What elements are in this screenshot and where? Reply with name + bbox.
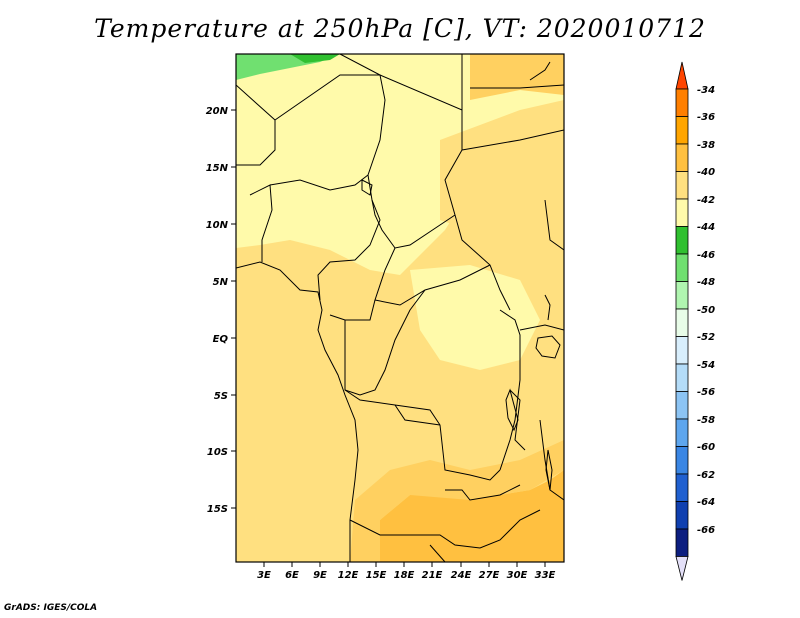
colorbar-label: -50: [697, 305, 715, 316]
lake-turkana: [544, 294, 551, 321]
lat-label: 15N: [206, 163, 229, 174]
lon-label: 27E: [479, 570, 500, 581]
colorbar-label: -54: [697, 360, 715, 371]
colorbar-swatch: [675, 116, 689, 145]
lon-label: 21E: [422, 570, 443, 581]
colorbar-swatch: [675, 391, 689, 420]
colorbar-swatch: [675, 308, 689, 337]
colorbar-swatch: [675, 143, 689, 172]
temperature-field: [236, 54, 564, 562]
border-line: [274, 74, 380, 121]
lon-label: 33E: [535, 570, 556, 581]
lon-label: 12E: [338, 570, 359, 581]
lat-label: 10S: [207, 447, 228, 458]
lon-label: 6E: [285, 570, 299, 581]
colorbar-swatch: [675, 473, 689, 502]
border-line: [344, 289, 426, 396]
lon-label: 24E: [451, 570, 472, 581]
colorbar-label: -44: [697, 222, 715, 233]
lake-malawi: [545, 449, 553, 491]
lon-labels: 3E 6E 9E 12E 15E 18E 21E 24E 27E 30E 33E: [257, 570, 555, 581]
country-borders: [236, 54, 564, 562]
lat-labels: 20N 15N 10N 5N EQ 5S 10S 15S: [206, 106, 229, 515]
colorbar-swatch: [675, 171, 689, 200]
border-line: [499, 309, 521, 471]
lat-label: 20N: [206, 106, 229, 117]
lon-axis: [263, 562, 546, 567]
map-frame: [235, 53, 565, 563]
lat-label: EQ: [213, 334, 229, 345]
field-south-warm-2: [350, 440, 564, 562]
lat-label: 5N: [213, 277, 229, 288]
border-line: [329, 299, 376, 321]
colorbar-swatch: [675, 418, 689, 447]
lake-chad: [361, 179, 373, 196]
border-line: [349, 509, 541, 549]
lon-label: 9E: [313, 570, 327, 581]
colorbar: [675, 61, 689, 581]
lon-label: 18E: [394, 570, 415, 581]
credit-text: GrADS: IGES/COLA: [4, 603, 98, 613]
border-line: [374, 247, 491, 306]
colorbar-swatch: [675, 336, 689, 365]
colorbar-swatch: [675, 253, 689, 282]
colorbar-swatch: [675, 501, 689, 530]
red-sea-coast: [529, 61, 551, 81]
colorbar-label: -52: [697, 332, 715, 343]
colorbar-label: -60: [697, 442, 715, 453]
colorbar-label: -46: [697, 250, 715, 261]
lat-label: 15S: [207, 504, 228, 515]
colorbar-label: -58: [697, 415, 715, 426]
border-line: [519, 324, 564, 331]
border-line: [429, 544, 446, 562]
colorbar-label: -66: [697, 525, 715, 536]
colorbar-label: -36: [697, 112, 715, 123]
border-line: [394, 404, 441, 426]
border-line: [249, 184, 273, 262]
border-line: [317, 54, 386, 301]
colorbar-swatch: [675, 88, 689, 117]
lat-label: 5S: [214, 391, 228, 402]
lake-tanganyika: [505, 388, 519, 432]
colorbar-swatch: [675, 528, 689, 557]
colorbar-label: -34: [697, 85, 715, 96]
colorbar-swatch: [675, 363, 689, 392]
map-title: Temperature at 250hPa [C], VT: 202001071…: [94, 14, 706, 43]
coastline: [236, 261, 359, 562]
colorbar-label: -62: [697, 470, 715, 481]
lat-axis: [231, 109, 236, 509]
colorbar-label: -38: [697, 140, 715, 151]
lon-label: 30E: [507, 570, 528, 581]
border-line: [461, 129, 564, 151]
colorbar-labels: -34 -36 -38 -40 -42 -44 -46 -48 -50 -52 …: [697, 85, 715, 536]
field-north-cool-2: [410, 265, 540, 370]
lat-label: 10N: [206, 220, 229, 231]
colorbar-label: -48: [697, 277, 715, 288]
colorbar-label: -56: [697, 387, 715, 398]
colorbar-bottom-triangle: [675, 556, 689, 581]
colorbar-swatch: [675, 281, 689, 310]
border-line: [236, 84, 276, 166]
colorbar-label: -64: [697, 497, 715, 508]
colorbar-label: -42: [697, 195, 715, 206]
lon-label: 3E: [257, 570, 271, 581]
colorbar-swatch: [675, 198, 689, 227]
border-line: [544, 199, 564, 251]
colorbar-swatch: [675, 226, 689, 255]
border-line: [269, 174, 369, 191]
field-north-cool: [236, 54, 564, 275]
colorbar-swatch: [675, 446, 689, 475]
lon-label: 15E: [366, 570, 387, 581]
border-line: [445, 484, 521, 501]
colorbar-top-triangle: [675, 61, 689, 90]
lake-victoria: [535, 335, 561, 359]
border-line: [444, 110, 511, 311]
border-line: [470, 84, 564, 89]
colorbar-label: -40: [697, 167, 715, 178]
field-ne-warm: [440, 100, 564, 230]
field-green-patch-dark: [290, 54, 340, 63]
